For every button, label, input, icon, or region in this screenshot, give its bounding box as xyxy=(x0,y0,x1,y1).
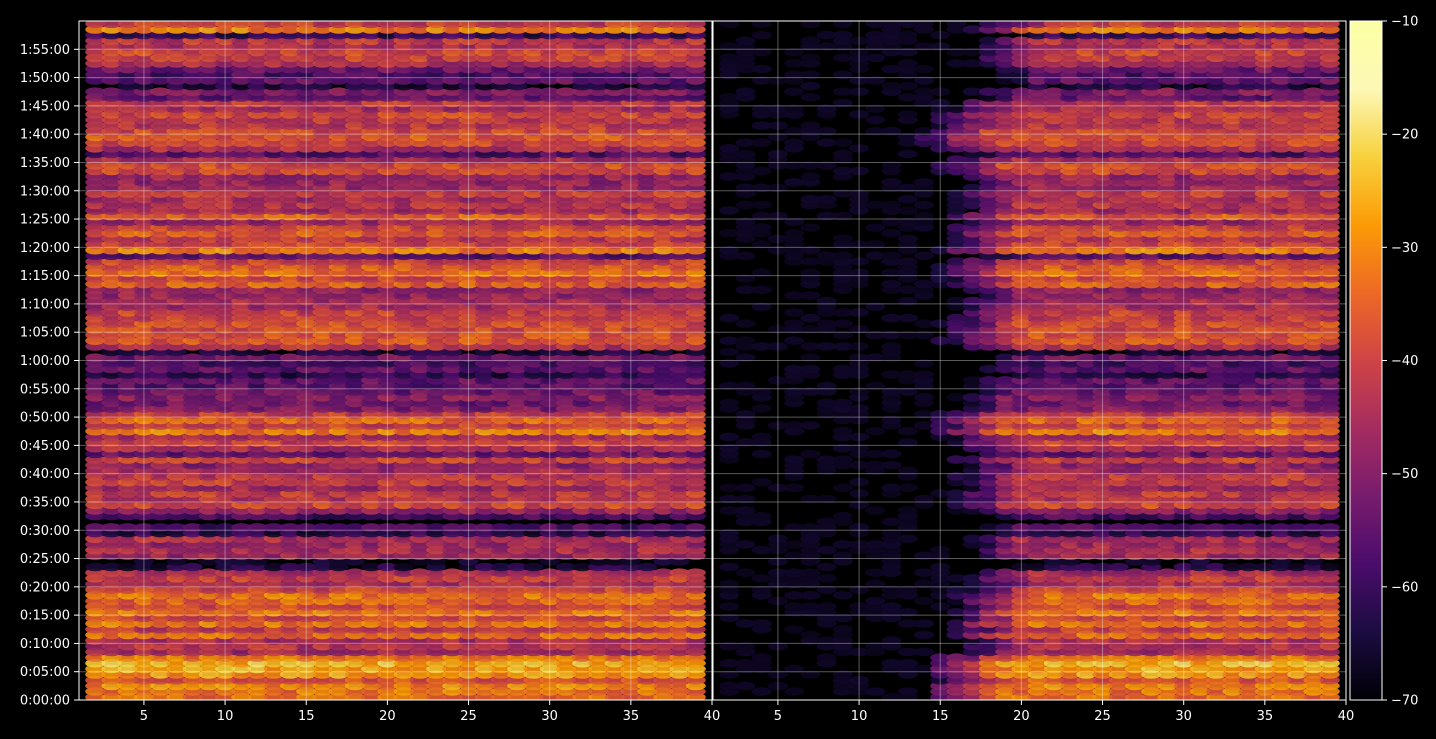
heatmap-cell xyxy=(198,523,219,532)
heatmap-cell xyxy=(377,562,398,572)
heatmap-cell xyxy=(523,562,544,572)
heatmap-cell xyxy=(133,523,154,532)
heatmap-cell xyxy=(393,523,414,532)
heatmap-cell xyxy=(328,523,349,532)
heatmap-cell xyxy=(914,619,934,628)
heatmap-cell xyxy=(344,568,365,577)
heatmap-cell xyxy=(881,602,902,611)
heatmap-cell xyxy=(409,523,430,532)
heatmap-cell xyxy=(166,523,187,532)
heatmap-cell xyxy=(507,523,528,532)
heatmap-cell xyxy=(117,523,138,532)
left-heatmap-cells xyxy=(85,21,706,700)
heatmap-cell xyxy=(507,562,528,572)
heatmap-cell xyxy=(280,562,300,572)
heatmap-cell xyxy=(474,523,495,532)
heatmap-cell xyxy=(751,687,772,696)
heatmap-cell xyxy=(604,523,625,532)
heatmap-cell xyxy=(784,625,805,634)
heatmap-cell xyxy=(653,523,674,532)
heatmap-cell xyxy=(751,619,772,628)
heatmap-cell xyxy=(897,687,918,696)
heatmap-cell xyxy=(897,658,918,668)
heatmap-cell xyxy=(85,523,106,532)
heatmap-cell xyxy=(669,568,690,577)
heatmap-cell xyxy=(523,523,544,532)
heatmap-cell xyxy=(215,523,236,532)
heatmap-cell xyxy=(539,568,560,577)
heatmap-cell xyxy=(182,523,203,532)
heatmap-cell xyxy=(150,523,171,532)
heatmap-cell xyxy=(555,523,576,532)
heatmap-cell xyxy=(296,523,317,532)
heatmap-cell xyxy=(800,630,821,640)
heatmap-cell xyxy=(361,562,382,572)
heatmap-cell xyxy=(491,523,511,532)
heatmap-cell xyxy=(150,562,171,572)
heatmap-cell xyxy=(751,653,772,662)
heatmap-cell xyxy=(784,687,805,696)
heatmap-cell xyxy=(117,562,138,572)
heatmap-cell xyxy=(296,562,317,572)
heatmap-cell xyxy=(101,523,122,532)
heatmap-cell xyxy=(198,568,219,577)
heatmap-cell xyxy=(85,562,106,572)
heatmap-cell xyxy=(182,562,203,572)
heatmap-cell xyxy=(312,523,333,532)
heatmap-cell xyxy=(231,523,252,532)
heatmap-cell xyxy=(377,523,398,532)
left-panel xyxy=(78,20,713,701)
heatmap-cell xyxy=(491,562,511,572)
heatmap-cell xyxy=(539,523,560,532)
heatmap-cell xyxy=(474,562,495,572)
heatmap-cell xyxy=(361,523,382,532)
heatmap-cell xyxy=(588,523,609,532)
heatmap-cell xyxy=(735,681,756,691)
heatmap-cell xyxy=(637,523,658,532)
heatmap-cell xyxy=(669,523,690,532)
heatmap-cell xyxy=(865,687,886,696)
heatmap-cell xyxy=(247,523,268,532)
heatmap-cell xyxy=(637,562,658,572)
left-plot-background xyxy=(79,21,712,700)
heatmap-cell xyxy=(572,523,593,532)
heatmap-cell xyxy=(719,602,740,611)
heatmap-cell xyxy=(442,568,463,577)
heatmap-cell xyxy=(442,523,463,532)
heatmap-cell xyxy=(263,562,284,572)
heatmap-cell xyxy=(816,653,837,662)
heatmap-cell xyxy=(393,562,414,572)
heatmap-cell xyxy=(409,568,430,577)
heatmap-cell xyxy=(685,568,706,577)
heatmap-cell xyxy=(914,647,934,657)
heatmap-cell xyxy=(816,602,837,611)
heatmap-cell xyxy=(572,562,593,572)
heatmap-cell xyxy=(914,630,934,640)
heatmap-cell xyxy=(685,523,706,532)
heatmap-cell xyxy=(620,523,641,532)
right-panel xyxy=(712,20,1347,701)
heatmap-cell xyxy=(458,523,479,532)
heatmap-cell xyxy=(263,523,284,532)
heatmap-cell xyxy=(555,562,576,572)
heatmap-cell xyxy=(426,523,447,532)
heatmap-cell xyxy=(280,523,300,532)
heatmap-cell xyxy=(653,568,674,577)
heatmap-cell xyxy=(344,523,365,532)
heatmap-cell xyxy=(101,562,122,572)
heatmap-cell xyxy=(832,625,853,634)
